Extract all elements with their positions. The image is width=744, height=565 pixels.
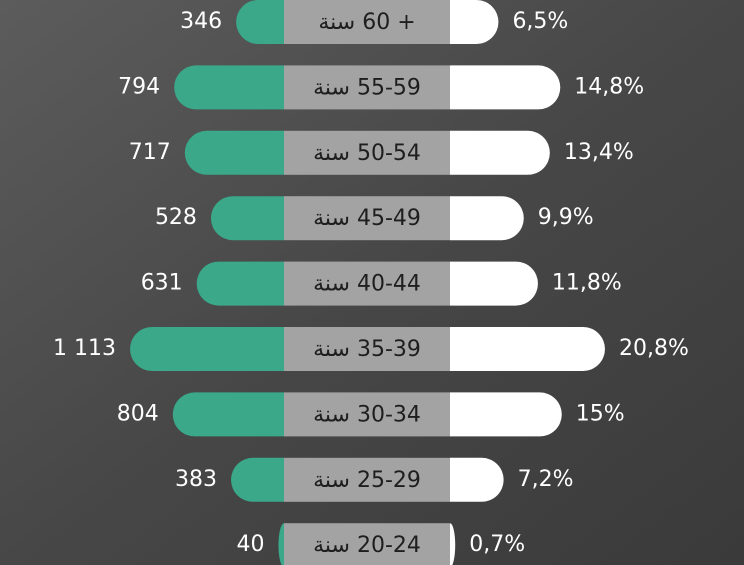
value-label: 0,7% bbox=[469, 532, 525, 557]
bar bbox=[174, 65, 284, 109]
value-label: 794 bbox=[118, 74, 160, 99]
value-label: 11,8% bbox=[552, 271, 622, 296]
bar bbox=[211, 196, 284, 240]
value-label: 14,8% bbox=[574, 74, 644, 99]
bar bbox=[450, 262, 538, 306]
value-label: 717 bbox=[129, 140, 171, 165]
value-label: 20,8% bbox=[619, 336, 689, 361]
category-label: + 60 سنة bbox=[318, 10, 415, 35]
category-label: 30-34 سنة bbox=[313, 402, 421, 427]
value-label: 7,2% bbox=[518, 467, 574, 492]
category-label: 55-59 سنة bbox=[313, 75, 421, 100]
bar bbox=[450, 131, 550, 175]
category-label: 35-39 سنة bbox=[313, 337, 421, 362]
bar bbox=[450, 392, 562, 436]
value-label: 1 113 bbox=[53, 336, 116, 361]
category-label: 20-24 سنة bbox=[313, 533, 421, 558]
bar bbox=[450, 196, 524, 240]
bar bbox=[450, 327, 605, 371]
bar bbox=[450, 458, 504, 502]
value-label: 40 bbox=[236, 532, 264, 557]
value-label: 6,5% bbox=[512, 9, 568, 34]
chart: + 60 سنة 346 6,5% 55-59 سنة 794 14,8% 50-54 سن… bbox=[0, 0, 744, 565]
value-label: 631 bbox=[141, 271, 183, 296]
category-label: 40-44 سنة bbox=[313, 272, 421, 297]
value-label: 383 bbox=[175, 467, 217, 492]
value-label: 528 bbox=[155, 205, 197, 230]
category-label: 45-49 سنة bbox=[313, 206, 421, 231]
value-label: 9,9% bbox=[538, 205, 594, 230]
bar bbox=[450, 65, 560, 109]
bar bbox=[185, 131, 284, 175]
category-label: 50-54 سنة bbox=[313, 141, 421, 166]
bar bbox=[450, 0, 498, 44]
category-label: 25-29 سنة bbox=[313, 468, 421, 493]
value-label: 346 bbox=[180, 9, 222, 34]
bar bbox=[197, 262, 284, 306]
bar bbox=[236, 0, 284, 44]
value-label: 15% bbox=[576, 401, 625, 426]
bar bbox=[231, 458, 284, 502]
bar bbox=[173, 392, 284, 436]
value-label: 804 bbox=[117, 401, 159, 426]
value-label: 13,4% bbox=[564, 140, 634, 165]
bar bbox=[130, 327, 284, 371]
